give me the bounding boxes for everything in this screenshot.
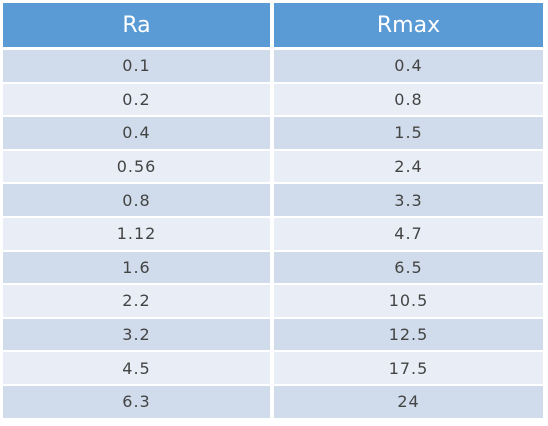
- table-cell: 6.5: [274, 251, 543, 284]
- table-cell: 3.2: [3, 318, 270, 351]
- table-cell: 1.5: [274, 117, 543, 149]
- table-cell: 0.8: [3, 184, 270, 216]
- table-cell: 2.2: [3, 285, 270, 317]
- table-cell: 0.1: [3, 50, 270, 82]
- table-cell: 4.5: [3, 352, 270, 384]
- table-cell: 0.4: [3, 117, 270, 149]
- table-cell: 17.5: [274, 352, 543, 384]
- table-cell: 1.12: [3, 218, 270, 250]
- table-cell: 12.5: [274, 318, 543, 351]
- header-cell: Ra: [3, 3, 270, 47]
- table-cell: 24: [274, 386, 543, 418]
- header-cell: Rmax: [274, 3, 543, 47]
- table-cell: 10.5: [274, 285, 543, 317]
- table-cell: 4.7: [274, 218, 543, 250]
- table-cell: 3.3: [274, 184, 543, 216]
- table-cell: 0.4: [274, 50, 543, 82]
- table-cell: 6.3: [3, 386, 270, 418]
- table-cell: 1.6: [3, 251, 270, 284]
- table-cell: 0.56: [3, 150, 270, 183]
- table-cell: 2.4: [274, 150, 543, 183]
- table-cell: 0.8: [274, 83, 543, 116]
- table-cell: 0.2: [3, 83, 270, 116]
